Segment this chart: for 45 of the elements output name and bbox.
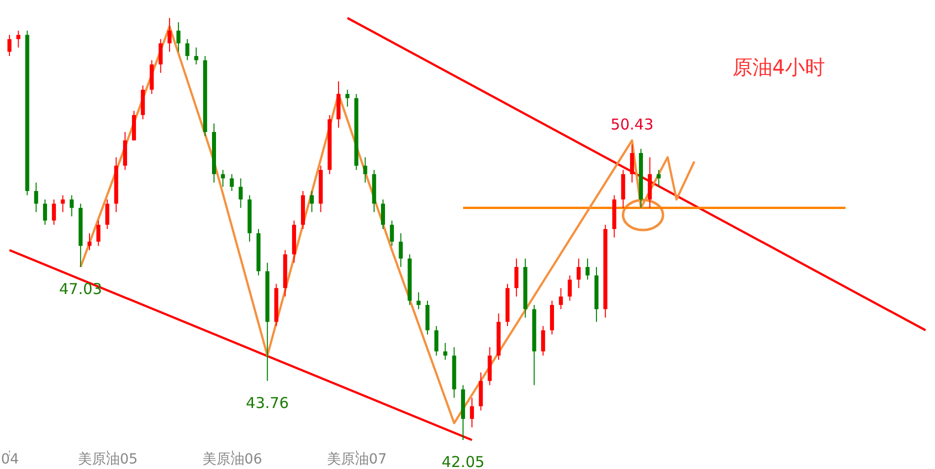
candlestick — [230, 174, 234, 192]
candlestick — [176, 22, 180, 52]
candlestick — [34, 182, 38, 213]
candlestick — [96, 220, 100, 246]
candlestick — [558, 288, 563, 310]
candlestick — [541, 326, 546, 356]
annotation: 47.03 — [59, 280, 102, 298]
candlestick — [105, 198, 110, 230]
candlestick — [416, 292, 421, 310]
candlestick — [381, 198, 386, 230]
x-tick-label: 美原油06 — [202, 452, 262, 468]
annotation: 42.05 — [442, 453, 485, 469]
annotation: 43.76 — [246, 394, 289, 412]
candlestick — [470, 397, 474, 428]
candlestick — [194, 47, 198, 65]
candlestick — [87, 232, 92, 251]
candlestick — [434, 326, 438, 356]
candlestick — [363, 156, 368, 184]
candlestick — [16, 30, 20, 48]
candlestick — [220, 169, 225, 188]
candlestick — [443, 342, 448, 360]
x-tick-label: 美原油07 — [326, 452, 387, 468]
candlestick — [398, 232, 403, 268]
candlestick — [185, 38, 190, 61]
candlestick — [310, 190, 314, 213]
candlestick — [238, 178, 243, 208]
x-tick-label: 美原油05 — [78, 452, 138, 468]
candlestick — [630, 144, 634, 184]
candlestick — [586, 258, 590, 280]
candlestick — [60, 194, 65, 213]
candlestick — [345, 89, 350, 108]
x-tick-label: 04 — [1, 452, 19, 468]
candlestick — [52, 198, 56, 226]
candlestick — [168, 18, 172, 52]
candlestick — [514, 258, 518, 298]
candlestick — [70, 194, 74, 217]
annotation: 50.43 — [610, 116, 654, 134]
candlestick — [390, 220, 394, 246]
candlestick — [576, 258, 581, 289]
candlestick — [158, 38, 163, 74]
candlestick — [7, 34, 12, 56]
candlestick — [43, 198, 48, 226]
candlestick — [568, 274, 572, 302]
candlestick — [656, 169, 661, 188]
text: 原油4小时 — [732, 55, 825, 79]
